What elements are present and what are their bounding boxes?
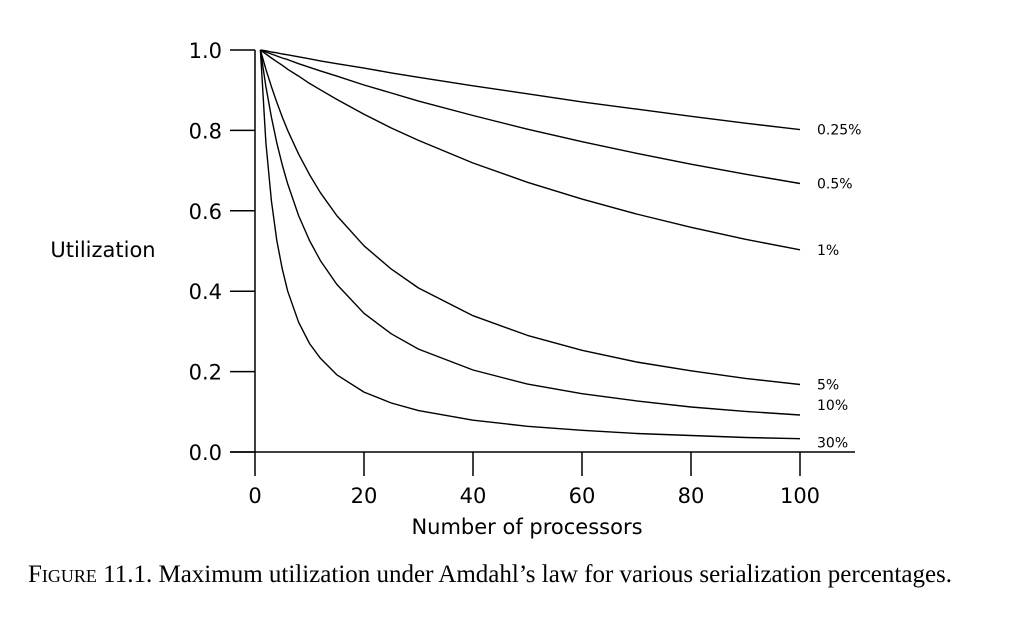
y-tick-label: 0.0 (189, 441, 222, 465)
figure-caption-text: Maximum utilization under Amdahl’s law f… (158, 561, 953, 588)
series-label: 10% (817, 398, 848, 414)
x-tick-label: 80 (678, 484, 705, 508)
x-tick-label: 0 (248, 484, 261, 508)
figure-caption: Figure 11.1. Maximum utilization under A… (28, 558, 1018, 592)
series-label: 30% (817, 436, 848, 452)
series-labels: 0.25% 0.5% 1% 5% 10% 30% (817, 123, 861, 452)
figure-caption-label: Figure 11.1. (28, 561, 153, 588)
y-tick-label: 0.8 (189, 119, 222, 143)
series-line (259, 49, 801, 440)
y-tick-label: 0.6 (189, 200, 222, 224)
x-tick-label: 20 (351, 484, 378, 508)
x-tick-label: 100 (780, 484, 820, 508)
y-tick-label: 0.2 (189, 361, 222, 385)
series-lines (259, 49, 801, 440)
y-axis-title: Utilization (50, 238, 155, 262)
series-label: 1% (817, 243, 839, 259)
y-tick-label: 1.0 (189, 39, 222, 63)
series-line (259, 49, 801, 251)
y-ticks: 0.0 0.2 0.4 0.6 0.8 1.0 (189, 39, 255, 465)
x-tick-label: 40 (460, 484, 487, 508)
series-label: 5% (817, 377, 839, 393)
series-line (259, 49, 801, 416)
y-tick-label: 0.4 (189, 280, 222, 304)
x-axis-title: Number of processors (411, 515, 642, 539)
x-ticks: 0 20 40 60 80 100 (248, 452, 820, 508)
series-line (259, 49, 801, 386)
utilization-chart: 0.0 0.2 0.4 0.6 0.8 1.0 0 20 40 60 80 100 0.25% 0.5… (50, 39, 861, 539)
series-label: 0.5% (817, 176, 853, 192)
series-line (260, 49, 801, 131)
series-label: 0.25% (817, 123, 861, 139)
axes (230, 50, 855, 453)
x-tick-label: 60 (569, 484, 596, 508)
series-line (260, 49, 801, 185)
